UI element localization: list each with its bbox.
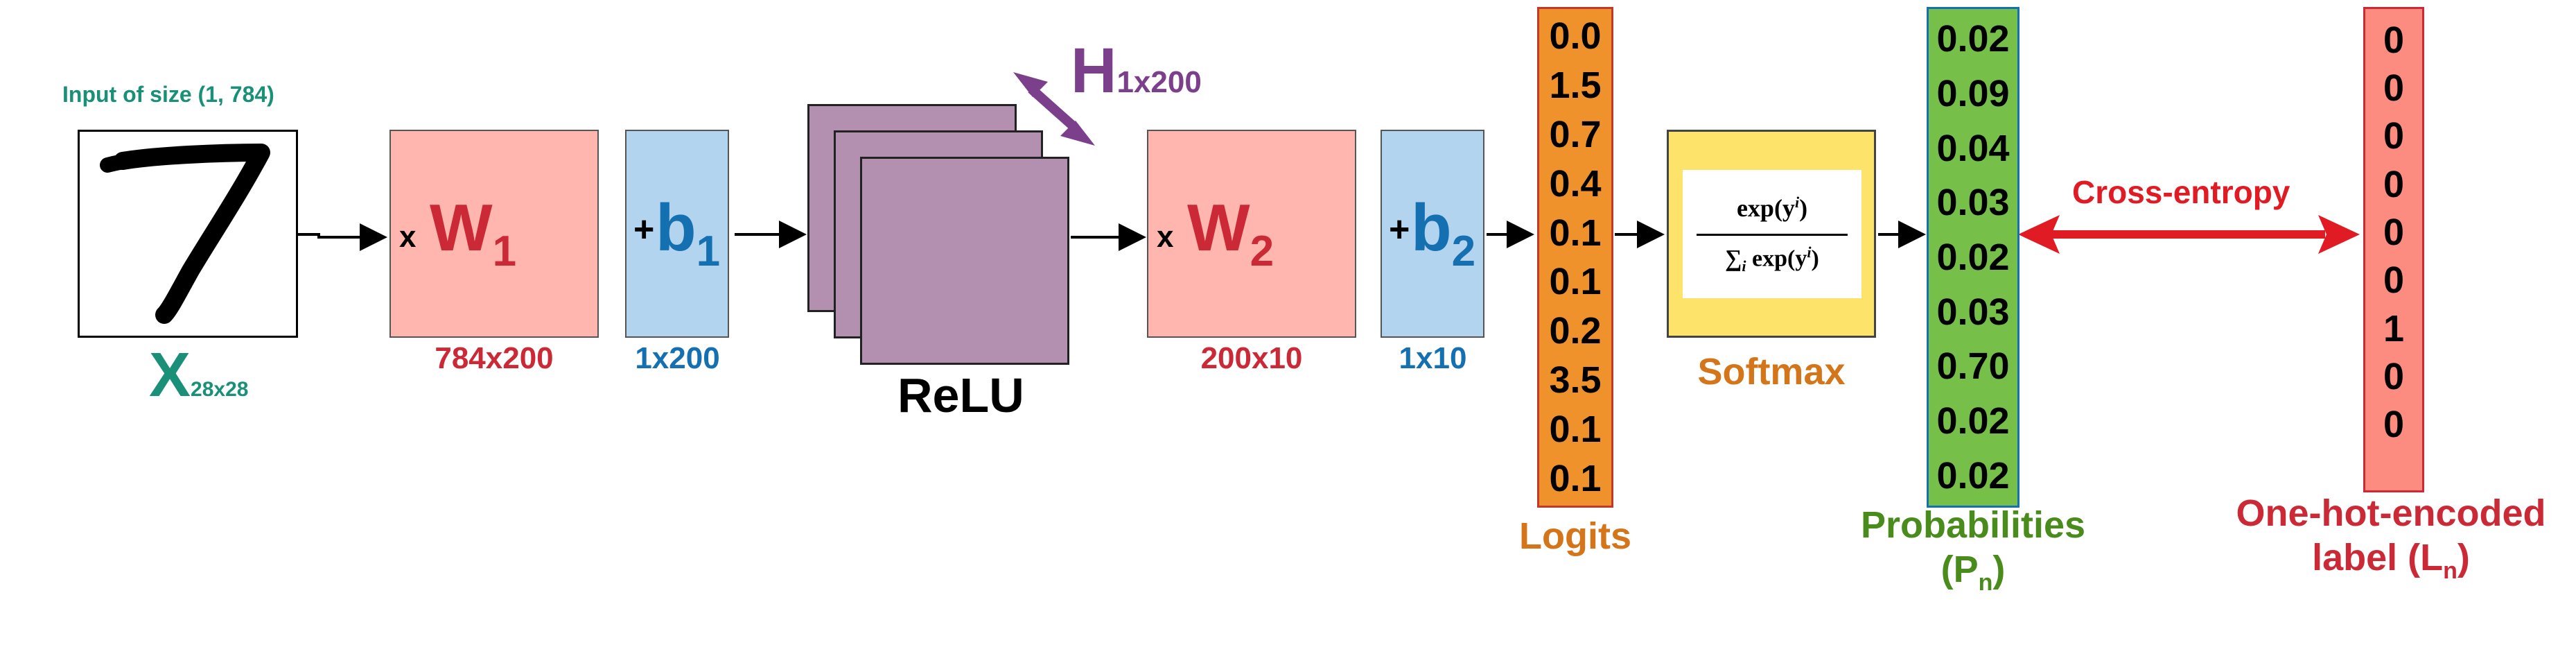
logit-value: 0.0	[1549, 15, 1602, 58]
fraction-bar	[1697, 234, 1848, 236]
probability-value: 0.03	[1936, 291, 2010, 333]
w2-symbol: W2	[1187, 191, 1274, 275]
handwritten-digit-icon	[100, 144, 270, 324]
one-hot-value: 0	[2383, 404, 2405, 446]
one-hot-value: 1	[2383, 307, 2405, 350]
probability-value: 0.02	[1936, 399, 2010, 442]
logit-value: 0.2	[1549, 310, 1602, 352]
probability-value: 0.04	[1936, 127, 2010, 169]
w1-multiply-sign: x	[399, 220, 417, 254]
b2-plus-sign: +	[1389, 209, 1410, 250]
bias-vector-b1: + b1	[625, 130, 729, 338]
b1-dimensions: 1x200	[635, 341, 720, 375]
one-hot-value: 0	[2383, 115, 2405, 157]
logit-value: 0.1	[1549, 261, 1602, 303]
softmax-denominator: ∑i exp(yi)	[1725, 243, 1819, 275]
one-hot-value: 0	[2383, 19, 2405, 61]
probability-value: 0.02	[1936, 18, 2010, 60]
softmax-numerator: exp(yi)	[1736, 194, 1808, 222]
logit-value: 0.7	[1549, 113, 1602, 155]
one-hot-value: 0	[2383, 211, 2405, 253]
probability-value: 0.02	[1936, 454, 2010, 497]
input-size-caption: Input of size (1, 784)	[62, 82, 274, 107]
logit-value: 0.1	[1549, 212, 1602, 254]
one-hot-label-caption: One-hot-encoded label (Ln)	[2236, 492, 2546, 584]
bias-vector-b2: + b2	[1381, 130, 1484, 338]
softmax-block: exp(yi) ∑i exp(yi)	[1667, 130, 1876, 338]
one-hot-value: 0	[2383, 259, 2405, 302]
b1-symbol: b1	[656, 191, 721, 275]
w2-multiply-sign: x	[1157, 220, 1174, 254]
probability-value: 0.02	[1936, 236, 2010, 278]
w1-dimensions: 784x200	[435, 341, 554, 375]
logits-label: Logits	[1519, 515, 1631, 557]
hidden-layer-symbol: H1x200	[1071, 35, 1202, 106]
probabilities-vector: 0.02 0.09 0.04 0.03 0.02 0.03 0.70 0.02 …	[1927, 7, 2019, 508]
b2-dimensions: 1x10	[1399, 341, 1467, 375]
weight-matrix-w1: x W1	[389, 130, 599, 338]
input-digit-image	[78, 130, 298, 338]
softmax-formula: exp(yi) ∑i exp(yi)	[1683, 170, 1861, 298]
probability-value: 0.09	[1936, 72, 2010, 114]
w1-symbol: W1	[430, 191, 517, 275]
weight-matrix-w2: x W2	[1147, 130, 1356, 338]
h-dimension-arrow	[1013, 72, 1095, 146]
probability-value: 0.03	[1936, 182, 2010, 224]
one-hot-value: 0	[2383, 355, 2405, 397]
w2-dimensions: 200x10	[1200, 341, 1303, 375]
relu-label: ReLU	[897, 368, 1024, 422]
probabilities-label: Probabilities (Pn)	[1860, 504, 2086, 596]
one-hot-value: 0	[2383, 67, 2405, 109]
relu-activation-layer-front	[860, 157, 1069, 365]
logit-value: 1.5	[1549, 64, 1602, 107]
probability-value: 0.70	[1936, 345, 2010, 388]
one-hot-value: 0	[2383, 163, 2405, 205]
softmax-label: Softmax	[1697, 351, 1846, 393]
logits-vector: 0.0 1.5 0.7 0.4 0.1 0.1 0.2 3.5 0.1 0.1	[1537, 7, 1613, 508]
logit-value: 0.1	[1549, 457, 1602, 499]
one-hot-label-vector: 0 0 0 0 0 0 1 0 0	[2363, 7, 2424, 492]
b2-symbol: b2	[1411, 191, 1476, 275]
logit-value: 0.1	[1549, 408, 1602, 450]
cross-entropy-arrow	[2018, 215, 2360, 254]
logit-value: 0.4	[1549, 162, 1602, 205]
arrow-input-to-w1	[298, 223, 387, 251]
cross-entropy-label: Cross-entropy	[2072, 174, 2290, 210]
logit-value: 3.5	[1549, 359, 1602, 401]
b1-plus-sign: +	[633, 209, 655, 250]
input-symbol: X28x28	[149, 341, 249, 410]
